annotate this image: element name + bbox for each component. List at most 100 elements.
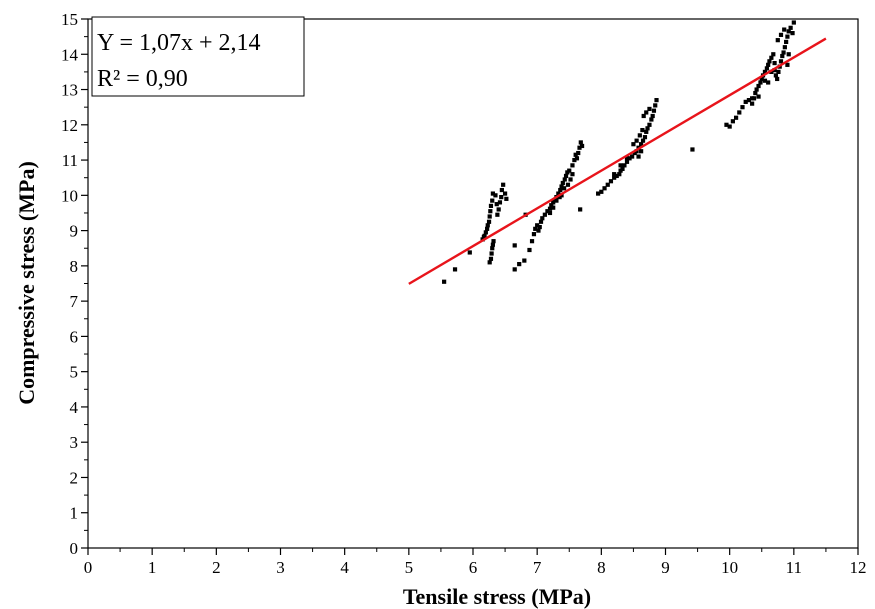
data-point-68	[574, 156, 580, 161]
data-point-114	[618, 163, 623, 168]
data-point-104	[653, 103, 658, 108]
regression-line	[408, 37, 827, 285]
data-point-24	[504, 196, 509, 201]
data-point-7	[485, 226, 490, 231]
data-point-90	[627, 156, 632, 161]
data-point-107	[644, 110, 649, 115]
data-point-100	[647, 122, 652, 127]
data-point-138	[767, 59, 772, 64]
equation-label: Y = 1,07x + 2,14	[97, 30, 261, 56]
data-point-66	[572, 157, 577, 163]
data-point-127	[750, 101, 755, 106]
data-point-32	[517, 262, 522, 267]
data-point-82	[608, 179, 614, 184]
data-point-110	[634, 138, 639, 143]
data-point-57	[563, 173, 569, 179]
data-point-43	[538, 219, 544, 224]
data-point-40	[535, 223, 540, 228]
data-point-122	[733, 115, 739, 120]
data-point-30	[491, 239, 496, 244]
data-point-2	[467, 250, 472, 255]
y-tick-label-5: 5	[70, 363, 79, 382]
data-point-54	[559, 184, 564, 189]
data-point-12	[488, 203, 494, 209]
data-point-35	[527, 247, 532, 253]
data-point-97	[642, 135, 648, 140]
x-axis-title: Tensile stress (MPa)	[403, 584, 591, 609]
data-point-64	[570, 172, 575, 177]
data-point-148	[781, 50, 786, 55]
data-point-38	[531, 232, 537, 237]
data-point-15	[493, 193, 498, 198]
data-point-160	[762, 78, 768, 83]
data-point-163	[785, 62, 790, 67]
data-point-33	[522, 258, 527, 263]
data-point-116	[639, 149, 644, 154]
data-point-147	[780, 53, 785, 59]
data-point-83	[612, 175, 617, 180]
data-point-17	[495, 212, 500, 217]
x-tick-label-10: 10	[721, 558, 738, 577]
y-tick-label-11: 11	[62, 151, 78, 170]
data-point-118	[690, 147, 695, 152]
data-point-89	[624, 159, 630, 164]
x-tick-label-6: 6	[469, 558, 478, 577]
data-point-70	[577, 145, 582, 150]
data-point-80	[602, 186, 607, 191]
data-point-137	[766, 62, 771, 67]
x-tick-label-2: 2	[212, 558, 221, 577]
r-squared-label: R² = 0,90	[97, 66, 188, 92]
data-point-96	[640, 138, 646, 143]
data-point-125	[743, 99, 748, 104]
data-point-133	[759, 76, 764, 82]
data-point-26	[488, 256, 494, 261]
data-point-84	[614, 173, 619, 179]
data-point-69	[576, 150, 581, 156]
data-point-79	[599, 189, 604, 194]
data-point-165	[756, 94, 761, 99]
data-point-129	[753, 90, 758, 96]
data-point-27	[489, 251, 494, 256]
data-point-46	[545, 209, 550, 214]
y-tick-label-6: 6	[70, 327, 79, 346]
y-tick-label-9: 9	[70, 222, 79, 241]
data-point-63	[568, 177, 573, 182]
data-point-56	[562, 177, 567, 182]
x-tick-label-7: 7	[533, 558, 542, 577]
y-tick-label-0: 0	[70, 539, 79, 558]
x-axis: 0 1 2 3 4 5 6 7 8 9 10 11 12	[84, 548, 867, 577]
data-point-120	[727, 124, 732, 129]
data-point-36	[512, 243, 517, 248]
data-point-155	[791, 20, 796, 25]
x-tick-label-5: 5	[405, 558, 414, 577]
x-tick-label-11: 11	[786, 558, 802, 577]
data-point-156	[775, 38, 780, 43]
data-point-81	[605, 182, 610, 187]
data-point-152	[786, 29, 791, 34]
data-point-162	[772, 60, 777, 66]
data-point-10	[487, 214, 492, 219]
data-point-153	[788, 25, 793, 30]
y-tick-label-10: 10	[61, 186, 78, 205]
plot-frame	[87, 18, 859, 549]
data-point-119	[724, 122, 729, 127]
data-point-28	[490, 246, 495, 251]
y-axis-title: Compressive stress (MPa)	[14, 161, 39, 405]
data-point-41	[536, 228, 541, 233]
data-point-140	[771, 52, 776, 57]
data-point-103	[651, 108, 657, 113]
y-tick-label-8: 8	[70, 257, 79, 276]
data-point-77	[557, 194, 562, 200]
data-point-75	[551, 205, 556, 210]
data-point-0	[442, 279, 447, 284]
y-tick-label-13: 13	[61, 81, 78, 100]
plot-area	[87, 18, 859, 549]
data-point-20	[499, 194, 504, 200]
data-point-111	[637, 133, 642, 138]
data-point-126	[746, 98, 752, 103]
data-point-101	[649, 117, 654, 122]
data-point-108	[647, 106, 652, 112]
data-point-13	[490, 198, 495, 203]
data-point-11	[488, 209, 493, 214]
